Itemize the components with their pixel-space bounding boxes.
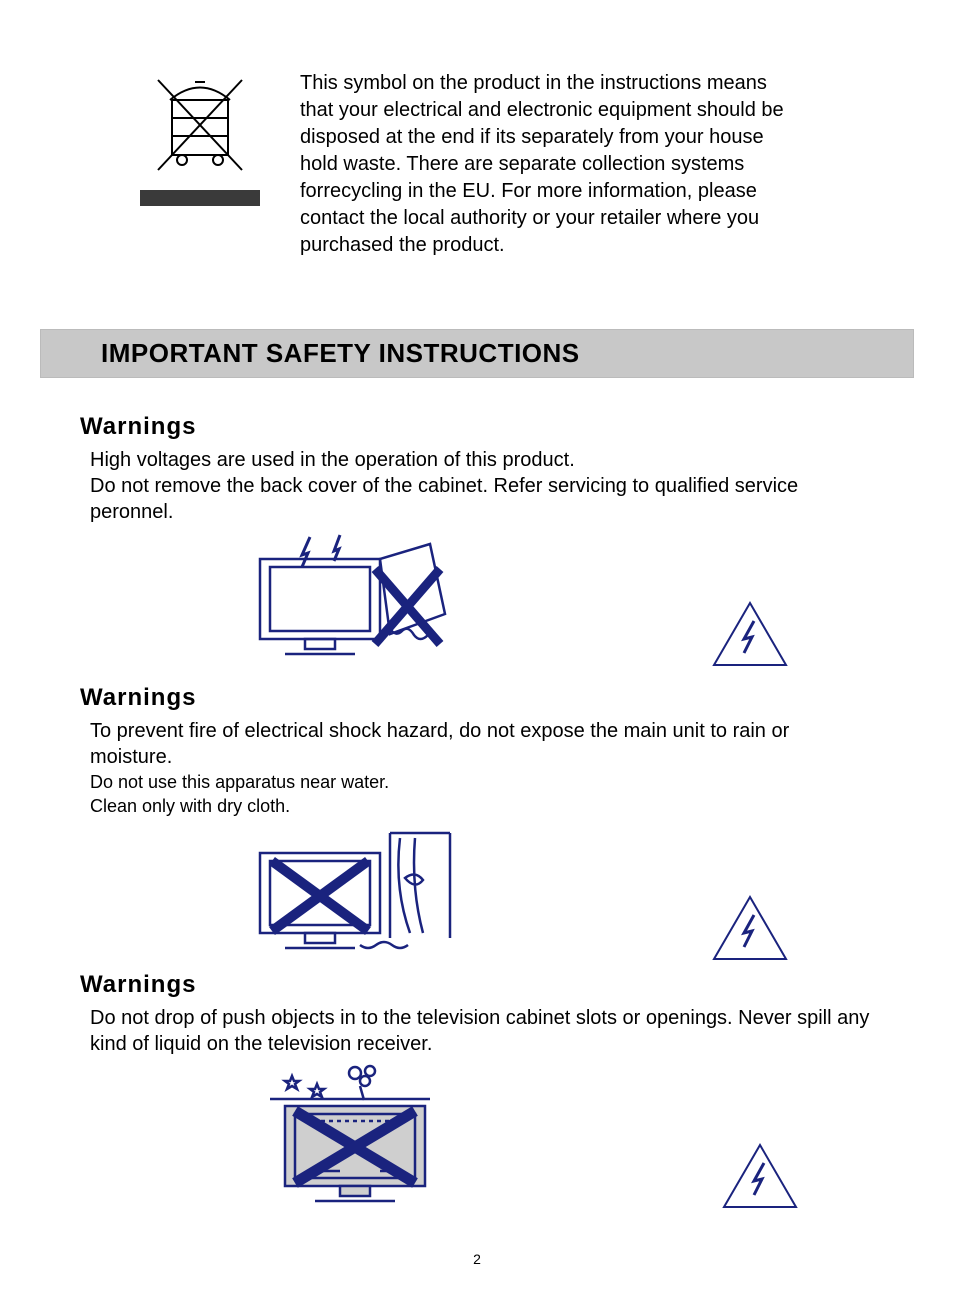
illustration-row-3 — [260, 1061, 874, 1211]
weee-icon-block — [140, 70, 260, 259]
page-number: 2 — [80, 1251, 874, 1267]
weee-black-bar — [140, 190, 260, 206]
warning-title-1: Warnings — [80, 413, 874, 441]
warning-sub-2: Do not use this apparatus near water. Cl… — [90, 770, 874, 819]
weee-section: This symbol on the product in the instru… — [140, 70, 874, 259]
warning-body-2: To prevent fire of electrical shock haza… — [90, 718, 874, 770]
warning-block-2: Warnings To prevent fire of electrical s… — [80, 684, 874, 963]
page-heading: IMPORTANT SAFETY INSTRUCTIONS — [61, 338, 893, 369]
shock-hazard-triangle-icon — [720, 1141, 800, 1211]
illustration-row-2 — [250, 823, 874, 963]
shock-hazard-triangle-icon — [710, 893, 790, 963]
tv-back-open-crossed-icon — [250, 529, 460, 669]
warning-body-3: Do not drop of push objects in to the te… — [90, 1005, 874, 1057]
wheelie-bin-crossed-icon — [140, 70, 260, 180]
weee-text: This symbol on the product in the instru… — [300, 70, 800, 259]
warning-body-1: High voltages are used in the operation … — [90, 447, 874, 525]
warning-block-1: Warnings High voltages are used in the o… — [80, 413, 874, 669]
tv-spill-crossed-icon — [260, 1061, 470, 1211]
page: This symbol on the product in the instru… — [0, 0, 954, 1297]
warning-title-2: Warnings — [80, 684, 874, 712]
warning-title-3: Warnings — [80, 971, 874, 999]
shock-hazard-triangle-icon — [710, 599, 790, 669]
warning-block-3: Warnings Do not drop of push objects in … — [80, 971, 874, 1211]
illustration-row-1 — [250, 529, 874, 669]
tv-moisture-crossed-icon — [250, 823, 460, 963]
heading-bar: IMPORTANT SAFETY INSTRUCTIONS — [40, 329, 914, 378]
